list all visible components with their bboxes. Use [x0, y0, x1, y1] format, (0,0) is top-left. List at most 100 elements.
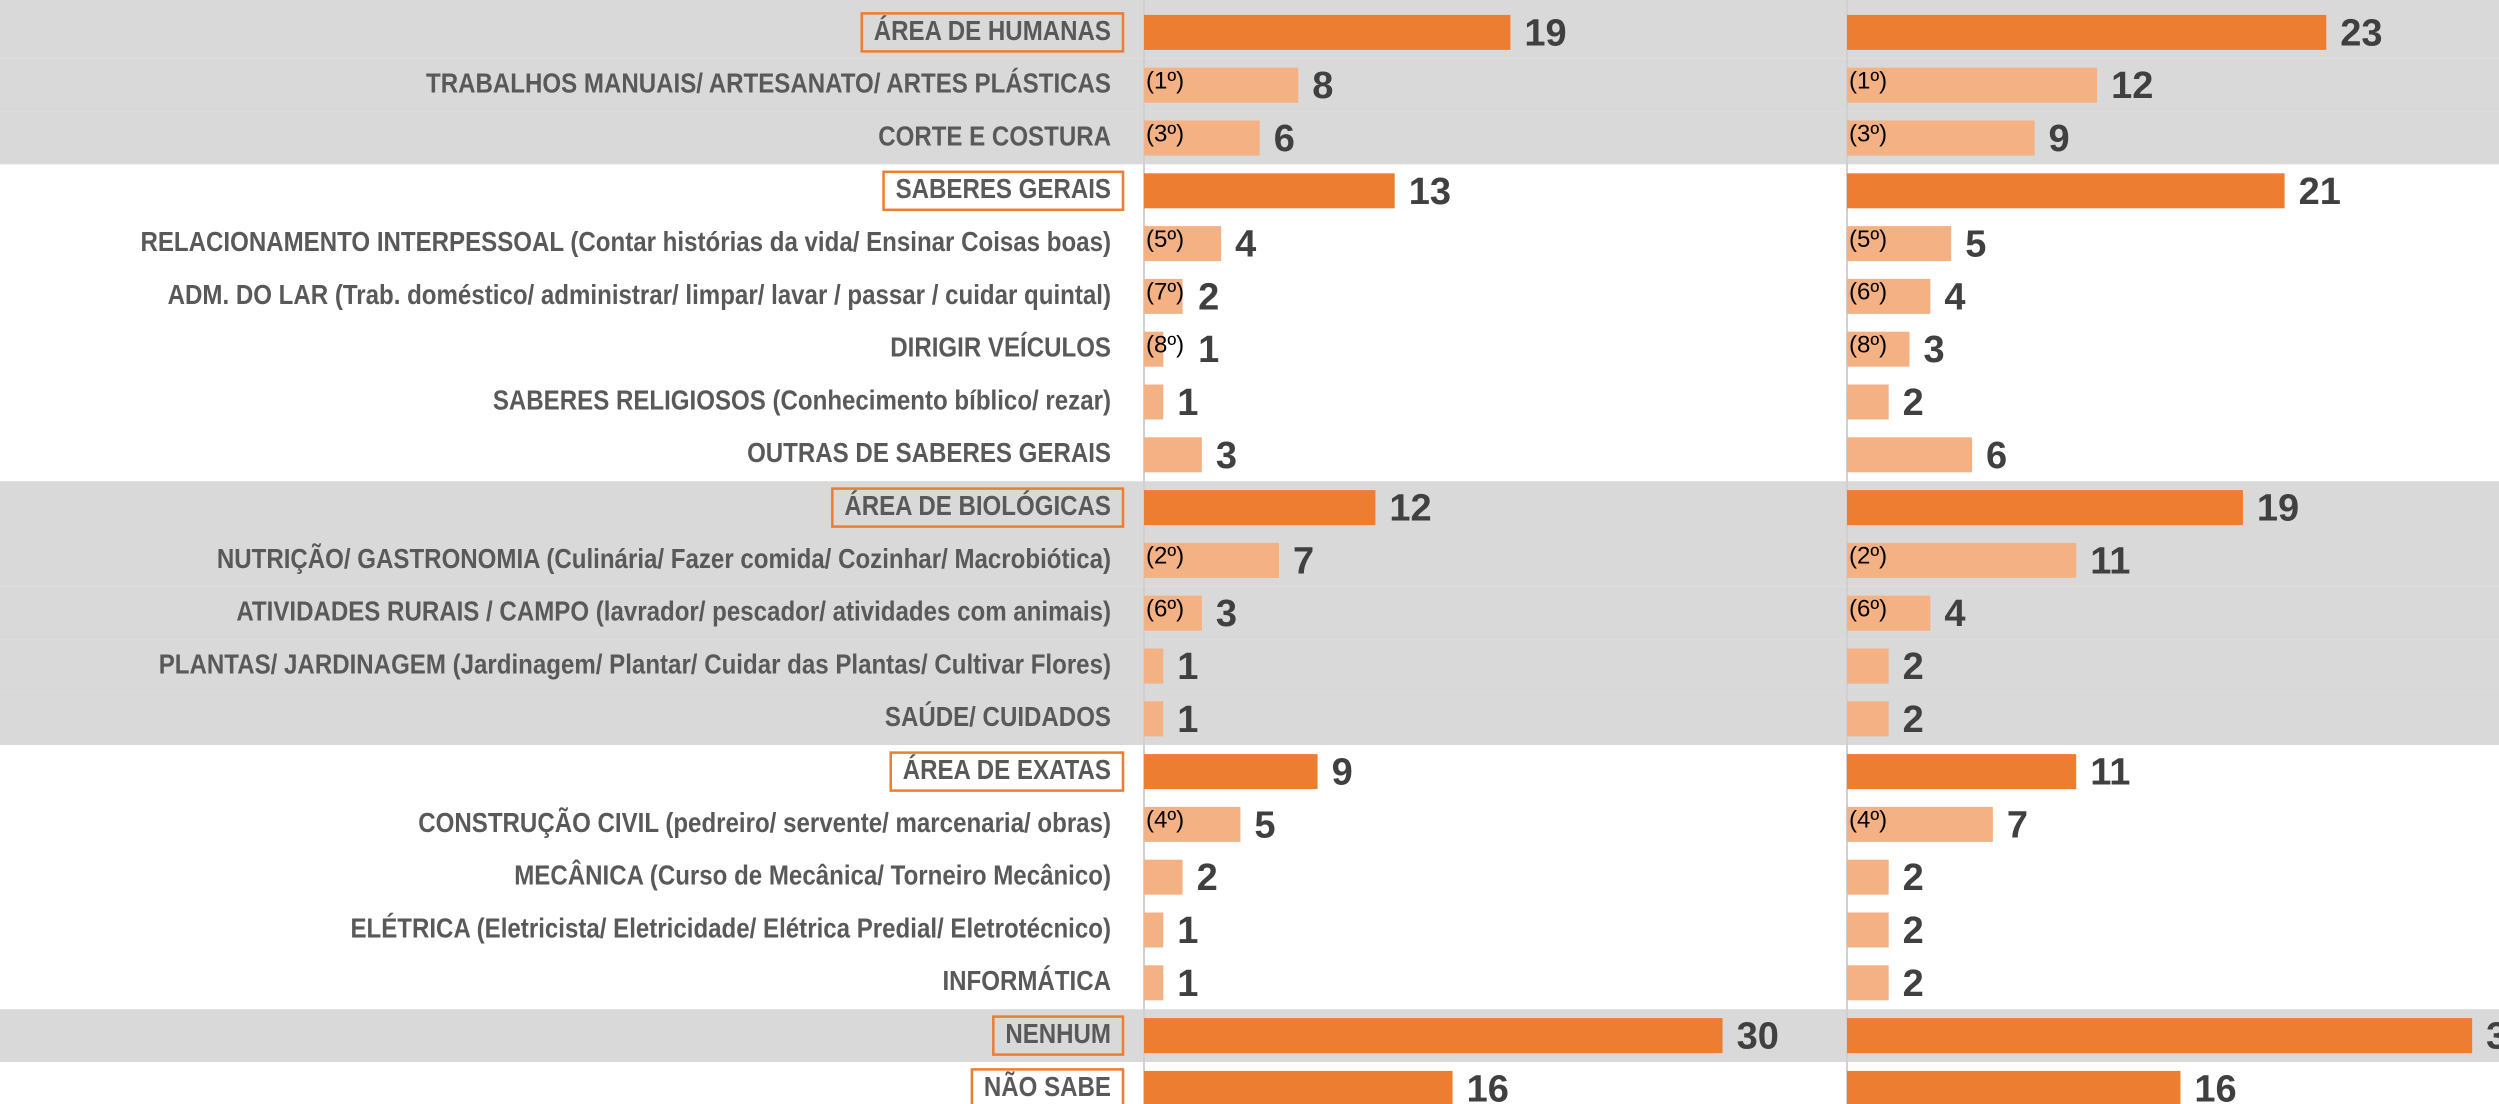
bar: [1847, 226, 1952, 262]
category-label: MECÂNICA (Curso de Mecânica/ Torneiro Me…: [514, 860, 1111, 891]
bar: [1144, 437, 1202, 473]
bar: [1847, 1070, 2181, 1104]
bar: [1847, 173, 2285, 209]
bar: [1144, 384, 1164, 420]
value-label: 1: [1177, 910, 1198, 952]
bar: [1144, 648, 1164, 684]
rank-label: (1º): [1849, 68, 1887, 95]
category-label: PLANTAS/ JARDINAGEM (Jardinagem/ Plantar…: [159, 648, 1111, 679]
bar: [1144, 331, 1164, 367]
rank-label: (4º): [1849, 807, 1887, 834]
row-band: [0, 798, 2499, 851]
value-label: 19: [2257, 488, 2299, 530]
bar: [1144, 278, 1183, 314]
value-label: 2: [1903, 857, 1924, 899]
category-label: SAÚDE/ CUIDADOS: [885, 701, 1111, 732]
value-label: 7: [2007, 804, 2028, 846]
bar: [1847, 1018, 2473, 1054]
value-label: 1: [1177, 646, 1198, 688]
value-label: 23: [2340, 12, 2382, 54]
rank-label: (8º): [1849, 332, 1887, 359]
bar: [1847, 331, 1910, 367]
category-label: ATIVIDADES RURAIS / CAMPO (lavrador/ pes…: [236, 596, 1111, 627]
bar: [1144, 226, 1222, 262]
value-label: 8: [1312, 65, 1333, 107]
bar: [1847, 14, 2327, 50]
rank-label: (8º): [1146, 332, 1184, 359]
rank-label: (3º): [1849, 120, 1887, 147]
value-label: 16: [2194, 1068, 2236, 1104]
value-label: 1: [1198, 329, 1219, 371]
row-band: [0, 375, 2499, 429]
category-label: ÁREA DE HUMANAS: [874, 15, 1111, 46]
bar: [1144, 754, 1318, 790]
rank-label: (2º): [1849, 543, 1887, 570]
bar: [1847, 490, 2243, 526]
rank-label: (3º): [1146, 120, 1184, 147]
value-label: 6: [1986, 435, 2007, 477]
value-label: 30: [1737, 1016, 1779, 1058]
group-box: [889, 751, 1125, 792]
category-label: ELÉTRICA (Eletricista/ Eletricidade/ Elé…: [350, 912, 1111, 943]
bar: [1847, 859, 1889, 895]
bar: [1847, 278, 1931, 314]
value-label: 6: [1274, 118, 1295, 160]
value-label: 3: [1924, 329, 1945, 371]
rank-label: (6º): [1849, 279, 1887, 306]
value-label: 2: [1197, 857, 1218, 899]
value-label: 12: [1389, 488, 1431, 530]
rank-label: (5º): [1849, 226, 1887, 253]
bar: [1847, 806, 1993, 842]
rank-label: (5º): [1146, 226, 1184, 253]
value-label: 2: [1198, 276, 1219, 318]
row-band: [0, 428, 2499, 482]
value-label: 5: [1254, 804, 1275, 846]
category-label: CONSTRUÇÃO CIVIL (pedreiro/ servente/ ma…: [418, 807, 1111, 838]
value-label: 2: [1903, 646, 1924, 688]
bar: [1847, 701, 1889, 737]
category-label: OUTRAS DE SABERES GERAIS: [747, 437, 1111, 468]
value-label: 4: [1235, 224, 1256, 266]
category-label: ÁREA DE EXATAS: [903, 754, 1111, 785]
bar: [1144, 1018, 1723, 1054]
group-box: [882, 170, 1125, 212]
bar: [1847, 437, 1973, 473]
value-label: 13: [1409, 171, 1451, 213]
value-label: 12: [2111, 65, 2153, 107]
value-label: 4: [1944, 593, 1965, 635]
bar: [1144, 490, 1376, 526]
bar: [1847, 648, 1889, 684]
bar: [1144, 1070, 1453, 1104]
value-label: 1: [1177, 963, 1198, 1005]
group-box: [992, 1015, 1125, 1056]
rank-label: (7º): [1146, 279, 1184, 306]
value-label: 11: [2090, 752, 2130, 794]
category-label: INFORMÁTICA: [942, 965, 1111, 996]
value-label: 3: [1216, 435, 1237, 477]
value-label: 5: [1965, 224, 1986, 266]
category-label: RELACIONAMENTO INTERPESSOAL (Contar hist…: [140, 226, 1111, 257]
bar: [1144, 701, 1164, 737]
row-band: [0, 850, 2499, 904]
rank-label: (2º): [1146, 543, 1184, 570]
category-label: TRABALHOS MANUAIS/ ARTESANATO/ ARTES PLÁ…: [426, 68, 1111, 99]
value-label: 16: [1467, 1068, 1509, 1104]
bar: [1144, 965, 1164, 1001]
rank-label: (6º): [1146, 596, 1184, 623]
value-label: 2: [1903, 699, 1924, 741]
bar: [1847, 384, 1889, 420]
value-label: 9: [1332, 752, 1353, 794]
category-label: ADM. DO LAR (Trab. doméstico/ administra…: [168, 279, 1111, 310]
category-label: NENHUM: [1005, 1018, 1111, 1049]
rank-label: (4º): [1146, 807, 1184, 834]
value-label: 21: [2299, 171, 2341, 213]
row-band: [0, 217, 2499, 270]
value-label: 2: [1903, 382, 1924, 424]
value-label: 11: [2090, 540, 2130, 582]
bar: [1144, 595, 1202, 631]
category-label: NÃO SABE: [984, 1071, 1111, 1102]
group-box: [831, 487, 1125, 528]
row-band: [0, 322, 2499, 376]
category-label: CORTE E COSTURA: [878, 120, 1111, 151]
